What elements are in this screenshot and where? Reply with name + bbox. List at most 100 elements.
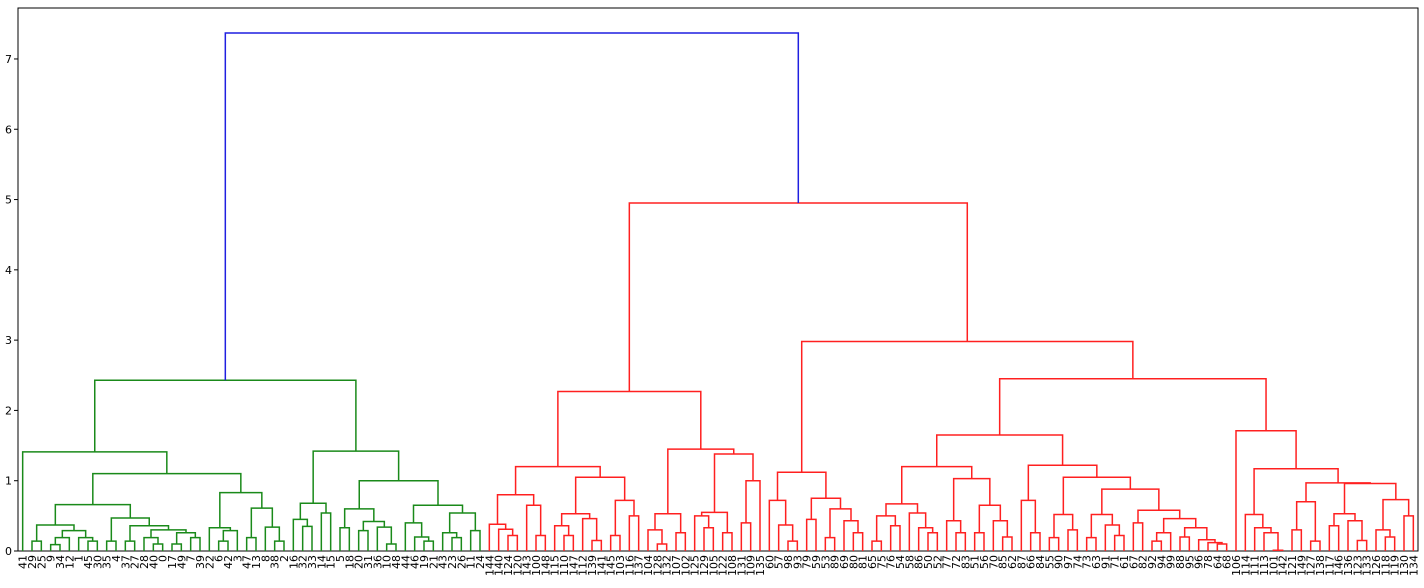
link (488, 523, 507, 551)
link (871, 540, 883, 551)
leaf-label: 47 (241, 555, 254, 569)
link (936, 434, 1064, 467)
link (343, 508, 375, 528)
leaf-label: 68 (1221, 555, 1234, 569)
link (1137, 509, 1181, 523)
leaf-label: 31 (362, 555, 375, 569)
leaf-label: 93 (791, 555, 804, 569)
link (647, 529, 663, 551)
leaf-label: 41 (17, 555, 30, 569)
link (560, 512, 591, 526)
leaf-label: 24 (474, 555, 487, 569)
link (217, 540, 229, 551)
leaf-label: 84 (1034, 555, 1047, 569)
link (1333, 512, 1356, 526)
link (189, 536, 201, 551)
leaf-label: 8 (259, 555, 272, 562)
link (927, 531, 939, 551)
leaf-label: 115 (549, 555, 562, 576)
leaf-label: 28 (138, 555, 151, 569)
leaf-label: 100 (530, 555, 543, 576)
link (525, 504, 542, 551)
leaf-label: 72 (950, 555, 963, 569)
link (413, 536, 430, 551)
y-tick-label: 0 (5, 545, 12, 558)
leaf-label: 90 (1053, 555, 1066, 569)
link (1356, 539, 1368, 551)
leaf-label: 58 (903, 555, 916, 569)
link (952, 477, 991, 521)
link (1048, 536, 1060, 551)
leaf-label: 45 (82, 555, 95, 569)
leaf-label: 61 (1118, 555, 1131, 569)
leaf-label: 46 (409, 555, 422, 569)
link (441, 531, 458, 551)
leaf-label: 112 (577, 555, 590, 576)
leaf-label: 79 (801, 555, 814, 569)
leaf-label: 78 (1202, 555, 1215, 569)
leaf-label: 97 (1062, 555, 1075, 569)
link (885, 503, 919, 516)
link (358, 479, 439, 509)
link (497, 528, 514, 551)
link (496, 494, 535, 525)
leaf-label: 6 (213, 555, 226, 562)
leaf-label: 140 (493, 555, 506, 576)
leaf-label: 86 (913, 555, 926, 569)
link (150, 529, 187, 538)
link (376, 526, 393, 551)
link (824, 536, 836, 551)
leaf-label: 99 (1165, 555, 1178, 569)
leaf-label: 146 (1333, 555, 1346, 576)
leaf-label: 50 (922, 555, 935, 569)
leaf-label: 136 (1342, 555, 1355, 576)
leaf-label: 73 (1081, 555, 1094, 569)
y-tick-label: 7 (5, 53, 12, 66)
leaf-label: 108 (726, 555, 739, 576)
link (998, 378, 1267, 436)
link (654, 512, 682, 533)
link (1403, 515, 1415, 551)
leaf-label: 35 (101, 555, 114, 569)
link (1309, 540, 1321, 551)
link (713, 453, 754, 513)
leaf-label: 102 (679, 555, 692, 576)
leaf-label: 75 (875, 555, 888, 569)
link (312, 450, 400, 504)
leaf-label: 39 (194, 555, 207, 569)
link (222, 529, 239, 551)
y-tick-label: 6 (5, 123, 12, 136)
link (591, 539, 603, 551)
leaf-label: 141 (595, 555, 608, 576)
leaf-label: 11 (465, 555, 478, 569)
link (1305, 482, 1371, 502)
leaf-label: 38 (269, 555, 282, 569)
leaf-label: 23 (446, 555, 459, 569)
link (264, 526, 281, 551)
leaf-label: 26 (455, 555, 468, 569)
leaf-label: 29 (26, 555, 39, 569)
link (54, 503, 132, 525)
leaf-label: 128 (651, 555, 664, 576)
leaf-label: 16 (287, 555, 300, 569)
link (901, 465, 973, 504)
leaf-label: 2 (278, 555, 291, 562)
link (1104, 524, 1121, 551)
link (693, 515, 710, 551)
link (628, 202, 969, 392)
leaf-label: 89 (829, 555, 842, 569)
link (973, 531, 985, 551)
link (1179, 536, 1191, 551)
link (423, 540, 435, 551)
leaf-label: 17 (166, 555, 179, 569)
leaf-label: 137 (633, 555, 646, 576)
y-tick-label: 2 (5, 404, 12, 417)
link (917, 527, 934, 551)
link (889, 524, 901, 551)
leaf-label: 51 (969, 555, 982, 569)
leaf-label: 139 (586, 555, 599, 576)
leaf-label: 10 (381, 555, 394, 569)
link (614, 499, 635, 536)
leaf-label: 114 (1239, 555, 1252, 576)
